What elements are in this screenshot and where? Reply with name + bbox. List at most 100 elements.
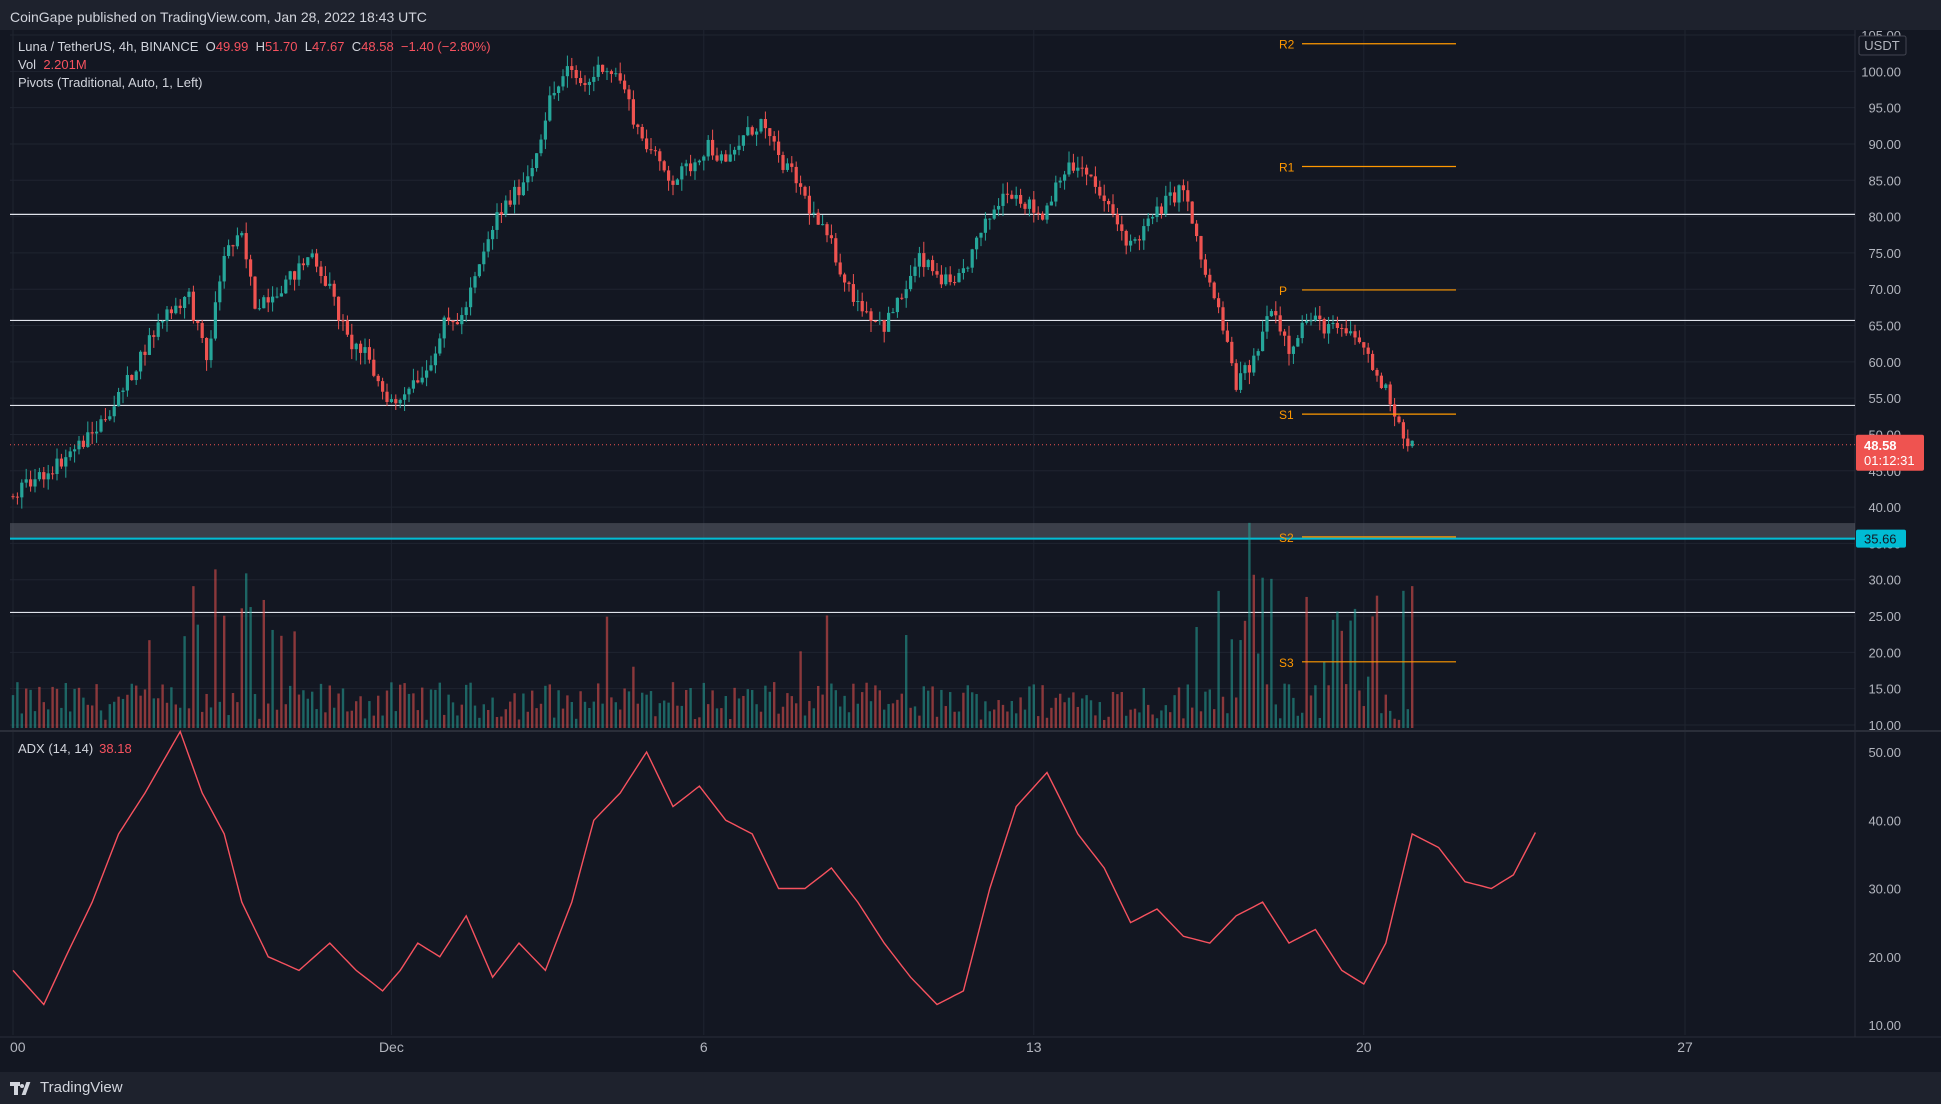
candle xyxy=(636,123,640,135)
volume-bar xyxy=(830,683,833,728)
volume-label[interactable]: Vol xyxy=(18,57,37,72)
candle xyxy=(473,271,477,294)
candle xyxy=(447,307,451,325)
volume-bar xyxy=(1182,718,1185,728)
candle-body xyxy=(561,76,565,87)
volume-bar xyxy=(751,689,754,728)
candle xyxy=(891,307,895,314)
candle xyxy=(1318,305,1322,331)
candle-body xyxy=(477,264,481,277)
volume-bar xyxy=(768,691,771,728)
candle xyxy=(979,232,983,247)
candle-body xyxy=(667,170,671,181)
candle xyxy=(957,268,961,283)
volume-bar xyxy=(834,690,837,728)
volume-bar xyxy=(878,690,881,728)
volume-bar xyxy=(1063,702,1066,728)
tradingview-logo[interactable]: TradingView xyxy=(10,1079,123,1096)
candle-body xyxy=(715,155,719,161)
candle-body xyxy=(200,323,204,338)
volume-bar xyxy=(658,703,661,728)
candle-body xyxy=(983,218,987,233)
volume-bar xyxy=(931,686,934,728)
candle-body xyxy=(1406,438,1410,447)
candle xyxy=(768,128,772,146)
candle xyxy=(508,190,512,207)
chart-area[interactable]: R2R1PS1S2S3105.00100.0095.0090.0085.0080… xyxy=(0,30,1941,1072)
volume-bar xyxy=(139,695,142,728)
candle xyxy=(1401,419,1405,449)
candle xyxy=(81,435,85,449)
candle xyxy=(398,398,402,409)
volume-bar xyxy=(570,702,573,728)
adx-tick-label: 10.00 xyxy=(1868,1018,1901,1033)
candle xyxy=(922,241,926,277)
volume-bar xyxy=(187,708,191,728)
low-label: L xyxy=(304,39,312,54)
volume-bar xyxy=(1173,695,1176,728)
pivots-indicator-label[interactable]: Pivots (Traditional, Auto, 1, Left) xyxy=(18,75,203,90)
volume-bar xyxy=(421,687,424,728)
candle xyxy=(200,319,204,343)
candle xyxy=(1190,201,1194,224)
volume-bar xyxy=(1120,692,1123,728)
volume-bar xyxy=(605,616,609,728)
candle xyxy=(1155,197,1159,223)
candle xyxy=(931,255,935,276)
candle-body xyxy=(253,276,257,309)
candle-body xyxy=(1256,351,1260,356)
candle xyxy=(403,387,407,412)
candle xyxy=(174,297,178,315)
candle xyxy=(539,134,543,157)
volume-bar xyxy=(55,688,59,728)
volume-bar xyxy=(1327,685,1330,728)
candle-body xyxy=(693,162,697,172)
candle-body xyxy=(922,253,926,268)
volume-bar xyxy=(865,682,868,728)
candle xyxy=(11,493,15,500)
candle-body xyxy=(86,432,90,447)
candle-body xyxy=(42,472,46,480)
volume-bar xyxy=(412,693,415,728)
price-tick-label: 40.00 xyxy=(1868,500,1901,515)
candle-body xyxy=(838,262,842,275)
candle-body xyxy=(658,151,662,162)
volume-value: 2.201M xyxy=(43,57,87,72)
candle-body xyxy=(433,353,437,366)
candle-body xyxy=(262,297,266,309)
candle-body xyxy=(37,472,41,480)
volume-bar xyxy=(944,706,947,728)
volume-bar xyxy=(333,707,336,728)
candle xyxy=(332,280,336,306)
candle xyxy=(869,308,873,332)
candle xyxy=(623,74,627,94)
candle-body xyxy=(1371,353,1375,370)
candle-body xyxy=(209,338,213,361)
candle-body xyxy=(895,297,899,313)
candle-body xyxy=(1340,327,1344,329)
volume-bar xyxy=(1279,718,1282,728)
volume-bar xyxy=(1252,574,1255,728)
volume-bar xyxy=(1213,709,1216,728)
volume-bar xyxy=(473,705,477,728)
candle xyxy=(1252,348,1256,376)
candle xyxy=(420,366,424,385)
volume-bar xyxy=(566,695,569,728)
adx-line xyxy=(12,729,1537,1006)
candle xyxy=(1305,313,1309,325)
candle xyxy=(1133,237,1137,244)
candle xyxy=(675,178,679,185)
candle-body xyxy=(675,179,679,185)
candle xyxy=(605,67,609,81)
candle-body xyxy=(1085,167,1089,175)
candle xyxy=(1265,305,1269,339)
candle xyxy=(1234,359,1238,392)
adx-label[interactable]: ADX (14, 14) xyxy=(18,741,94,756)
volume-bar xyxy=(271,629,274,728)
candle-body xyxy=(1318,315,1322,320)
pivot-label: P xyxy=(1279,284,1287,298)
candle xyxy=(579,70,583,87)
candle-body xyxy=(218,281,222,303)
symbol-name[interactable]: Luna / TetherUS, 4h, BINANCE xyxy=(18,39,199,54)
candle-body xyxy=(99,419,103,432)
